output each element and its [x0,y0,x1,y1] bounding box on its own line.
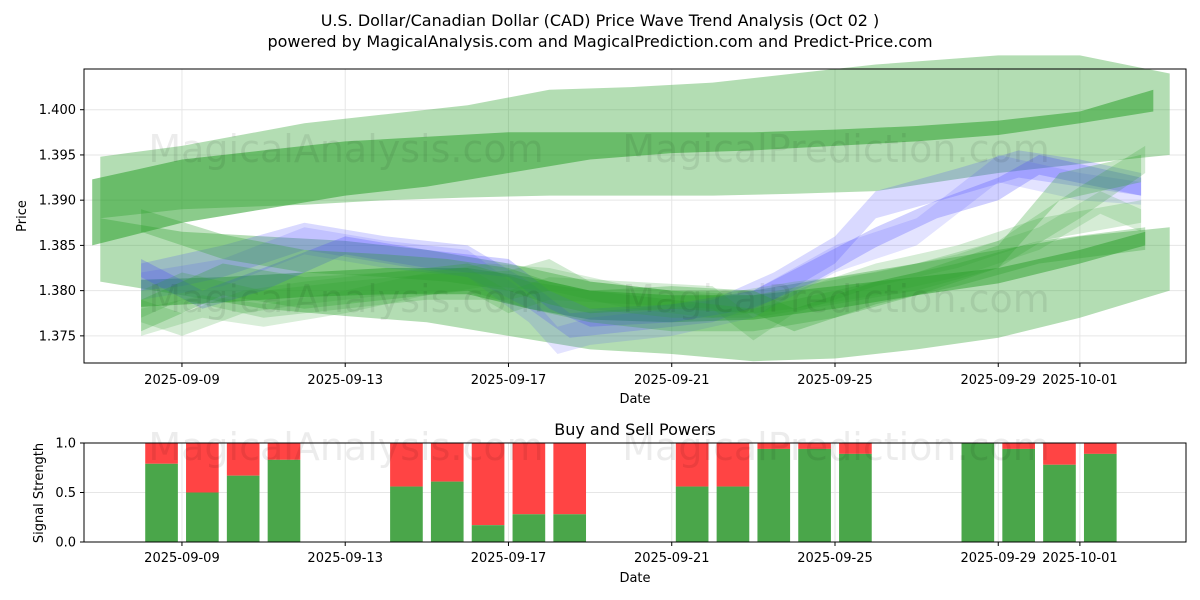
sell-bar [716,443,750,487]
price-y-label: Price [15,200,30,232]
buy-bar [186,492,219,542]
price-x-tick-label: 2025-09-09 [144,373,220,388]
price-x-tick-label: 2025-09-17 [471,373,547,388]
price-x-ticks: 2025-09-09 2025-09-13 2025-09-17 2025-09-21… [144,363,1118,388]
price-plot-frame [83,68,1187,364]
buy-bar [675,486,709,542]
price-x-tick-label: 2025-09-13 [307,373,383,388]
band-upper-narrow-band [92,89,1154,246]
signal-y-tick-label: 0.5 [55,486,76,501]
signal-x-tick-label: 2025-10-01 [1042,551,1118,566]
sell-bar [186,443,219,493]
buy-bar [471,525,505,542]
signal-bars [145,443,1117,542]
signal-x-tick-label: 2025-09-09 [144,551,220,566]
sell-bar [675,443,709,487]
price-chart: MagicalAnalysis.com MagicalPrediction.co… [15,55,1187,407]
buy-bar [1002,448,1035,542]
price-y-tick-label: 1.380 [39,284,76,299]
buy-bar [226,475,260,542]
price-y-ticks: 1.375 1.380 1.385 1.390 1.395 1.400 [39,103,84,344]
signal-x-tick-label: 2025-09-29 [960,551,1036,566]
sell-bar [226,443,260,476]
buy-bar [145,463,178,542]
buy-bar [961,443,995,542]
band-wave-green-4 [141,191,1142,336]
band-wave-blue-2 [141,154,1142,327]
watermark-analysis: MagicalAnalysis.com [148,425,543,469]
band-lower-narrow-band [141,231,1146,323]
price-y-tick-label: 1.385 [39,239,76,254]
sell-bar [757,443,791,449]
sell-bar [471,443,505,526]
watermark-prediction: MagicalPrediction.com [622,425,1050,469]
sell-bar [267,443,301,460]
sell-bar [1002,443,1035,449]
buy-bar [512,514,546,542]
band-wave-green-3 [141,154,1142,332]
signal-title: Buy and Sell Powers [554,420,716,439]
signal-x-tick-label: 2025-09-17 [471,551,547,566]
price-y-tick-label: 1.395 [39,148,76,163]
price-y-tick-label: 1.375 [39,329,76,344]
band-wave-blue-3 [141,154,1142,354]
buy-bar [757,448,791,542]
buy-bar [390,486,423,542]
price-bands [92,55,1170,362]
price-x-tick-label: 2025-09-29 [960,373,1036,388]
buy-bar [798,448,831,542]
sell-bar [430,443,464,482]
watermark-prediction: MagicalPrediction.com [622,127,1050,171]
signal-y-ticks: 0.0 0.5 1.0 [55,437,84,551]
watermark-analysis: MagicalAnalysis.com [148,277,543,321]
price-x-tick-label: 2025-09-21 [634,373,710,388]
sell-bar [512,443,546,515]
signal-x-tick-label: 2025-09-21 [634,551,710,566]
sell-bar [553,443,587,515]
signal-x-ticks: 2025-09-09 2025-09-13 2025-09-17 2025-09-21… [144,542,1118,566]
price-x-label: Date [619,392,650,407]
band-wave-blue-1 [141,150,1142,338]
signal-chart: Buy and Sell Powers MagicalAnalysis.com … [32,420,1187,586]
buy-bar [1083,453,1117,542]
sell-bar [798,443,831,449]
buy-bar [430,481,464,542]
buy-bar [1043,464,1076,542]
buy-bar [553,514,587,542]
price-y-tick-label: 1.400 [39,103,76,118]
band-wave-green-5 [141,209,1146,332]
signal-x-tick-label: 2025-09-13 [307,551,383,566]
watermark-prediction: MagicalPrediction.com [622,277,1050,321]
band-wave-green-2 [141,200,1142,341]
sell-bar [1083,443,1117,454]
signal-y-label: Signal Strength [32,443,47,543]
sell-bar [1043,443,1076,465]
band-wave-green-1 [141,145,1146,318]
buy-bar [267,459,301,542]
signal-y-tick-label: 1.0 [55,437,76,452]
watermark-analysis: MagicalAnalysis.com [148,127,543,171]
chart-subtitle: powered by MagicalAnalysis.com and Magic… [267,32,932,51]
signal-x-label: Date [619,571,650,586]
price-y-tick-label: 1.390 [39,194,76,209]
sell-bar [839,443,872,454]
band-lower-wide-band [100,218,1170,362]
price-x-tick-label: 2025-09-25 [797,373,873,388]
sell-bar [390,443,423,487]
price-x-tick-label: 2025-10-01 [1042,373,1118,388]
buy-bar [839,453,872,542]
chart-title: U.S. Dollar/Canadian Dollar (CAD) Price … [321,11,880,30]
buy-bar [716,486,750,542]
signal-x-tick-label: 2025-09-25 [797,551,873,566]
signal-y-tick-label: 0.0 [55,536,76,551]
sell-bar [145,443,178,464]
